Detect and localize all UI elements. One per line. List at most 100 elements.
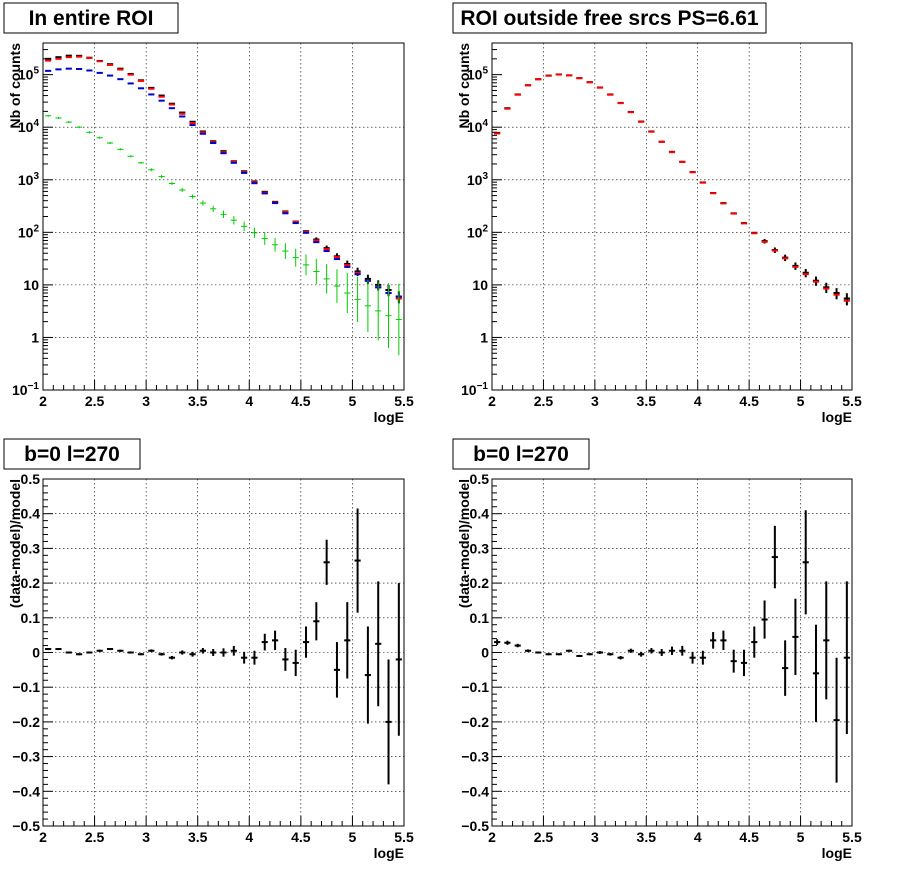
y-tick-label: 10−1	[12, 381, 39, 398]
x-tick-label: 4.5	[291, 393, 311, 409]
x-tick-label: 3.5	[637, 393, 657, 409]
x-tick-label: 3	[591, 829, 599, 845]
y-tick-label: 104	[467, 118, 489, 135]
y-tick-label: −0.4	[461, 783, 489, 799]
y-tick-label: 0.2	[21, 575, 41, 591]
title-box	[452, 2, 767, 34]
x-tick-label: 3.5	[637, 829, 657, 845]
y-tick-label: 0.1	[470, 610, 490, 626]
x-tick-label: 4	[694, 829, 702, 845]
title-box	[3, 438, 141, 470]
y-tick-label: 0.3	[470, 540, 490, 556]
series-0	[45, 508, 402, 785]
y-tick-label: 0.5	[21, 471, 41, 487]
y-tick-label: 0.4	[470, 506, 490, 522]
y-tick-label: −0.3	[12, 749, 40, 765]
x-tick-label: 5.5	[394, 393, 414, 409]
series-0	[494, 510, 850, 783]
x-tick-label: 4	[245, 393, 253, 409]
y-tick-label: 102	[18, 223, 40, 240]
series-3	[45, 114, 402, 356]
y-tick-label: −0.5	[12, 818, 40, 834]
data-marks	[494, 510, 850, 783]
panel-bottom-right: 2 2.5 3 3.5 4 4.5 5 5.5 −0.5 −0.4 −0.3 −0.2 −0.1 0 0.1…	[452, 438, 862, 861]
x-tick-label: 2.5	[85, 829, 105, 845]
y-tick-label: 10	[23, 277, 39, 293]
panel-bottom-left: 2 2.5 3 3.5 4 4.5 5 5.5 −0.5 −0.4 −0.3 −0.2 −0.1 0 0.1…	[3, 438, 414, 861]
chart-title: b=0 l=270	[473, 443, 569, 466]
y-tick-label: 0.5	[470, 471, 490, 487]
data-marks	[494, 73, 850, 306]
y-tick-label: −0.5	[461, 818, 489, 834]
chart-title: b=0 l=270	[24, 443, 120, 466]
y-axis-label: Nb of counts	[7, 43, 23, 129]
x-tick-label: 5	[797, 393, 805, 409]
y-tick-label: 0.3	[21, 540, 41, 556]
data-marks	[45, 508, 402, 785]
x-tick-label: 4.5	[739, 393, 759, 409]
y-tick-label: 0.2	[470, 575, 490, 591]
series-2	[45, 67, 402, 298]
y-tick-label: 10	[472, 277, 488, 293]
y-tick-label: −0.1	[461, 679, 489, 695]
y-tick-label: 103	[18, 171, 40, 188]
y-tick-label: 105	[467, 66, 489, 83]
y-tick-label: −0.3	[461, 749, 489, 765]
x-tick-label: 4	[694, 393, 702, 409]
x-tick-label: 3	[142, 829, 150, 845]
y-tick-label: −0.2	[461, 714, 489, 730]
x-tick-label: 2.5	[85, 393, 105, 409]
y-tick-label: 10−1	[461, 381, 488, 398]
x-tick-label: 4.5	[739, 829, 759, 845]
y-tick-label: 0.1	[21, 610, 41, 626]
x-tick-label: 5	[797, 829, 805, 845]
x-tick-label: 3	[591, 393, 599, 409]
chart-title: ROI outside free srcs PS=6.61	[460, 7, 759, 30]
x-tick-label: 2.5	[534, 393, 554, 409]
y-tick-label: 0	[32, 645, 40, 661]
x-axis-label: logE	[822, 845, 852, 861]
series-1	[45, 55, 402, 300]
x-tick-label: 2	[488, 393, 496, 409]
x-tick-label: 5.5	[394, 829, 414, 845]
x-tick-label: 5	[349, 393, 357, 409]
y-tick-label: 0.4	[21, 506, 41, 522]
x-tick-label: 2	[39, 393, 47, 409]
data-marks	[45, 54, 402, 356]
x-tick-label: 4.5	[291, 829, 311, 845]
x-tick-label: 3.5	[188, 393, 208, 409]
y-tick-label: 102	[467, 223, 489, 240]
series-1	[494, 73, 850, 302]
plot-frame	[491, 42, 853, 391]
x-tick-label: 5.5	[842, 393, 862, 409]
y-tick-label: 0	[481, 645, 489, 661]
series-0	[494, 73, 850, 306]
y-tick-label: 104	[18, 118, 40, 135]
x-axis-label: logE	[374, 409, 404, 425]
y-tick-label: −0.4	[12, 783, 40, 799]
y-tick-label: 105	[18, 66, 40, 83]
x-tick-label: 3.5	[188, 829, 208, 845]
x-tick-label: 2.5	[534, 829, 554, 845]
x-tick-label: 4	[245, 829, 253, 845]
title-box	[452, 438, 590, 470]
x-axis-label: logE	[374, 845, 404, 861]
y-axis-label: (data-model)/model	[456, 479, 472, 608]
y-axis-label: Nb of counts	[456, 43, 472, 129]
chart-title: In entire ROI	[29, 7, 154, 30]
x-axis-label: logE	[822, 409, 852, 425]
y-axis-label: (data-model)/model	[7, 479, 23, 608]
panel-top-left: 2 2.5 3 3.5 4 4.5 5 5.5 10−1 1 10 102 103 104 105 logE N…	[3, 2, 414, 425]
x-tick-label: 2	[39, 829, 47, 845]
x-tick-label: 3	[142, 393, 150, 409]
panel-top-right: 2 2.5 3 3.5 4 4.5 5 5.5 10−1 1 10 102 103 104 105 logE N…	[452, 2, 862, 425]
title-box	[3, 2, 179, 34]
y-tick-label: 1	[480, 329, 488, 345]
y-tick-label: 1	[31, 329, 39, 345]
y-tick-label: −0.2	[12, 714, 40, 730]
y-tick-label: −0.1	[12, 679, 40, 695]
x-tick-label: 5	[349, 829, 357, 845]
x-tick-label: 2	[488, 829, 496, 845]
y-tick-label: 103	[467, 171, 489, 188]
